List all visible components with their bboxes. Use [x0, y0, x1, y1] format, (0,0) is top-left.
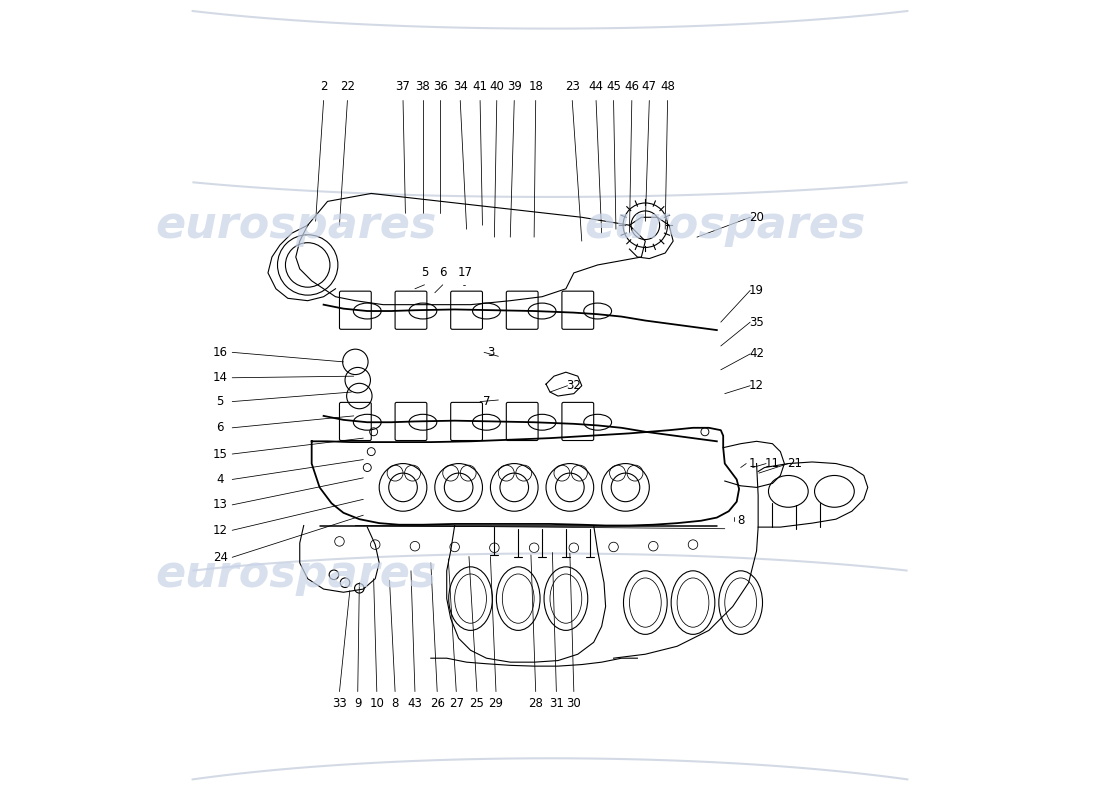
- Circle shape: [608, 542, 618, 552]
- Text: 27: 27: [449, 697, 464, 710]
- Circle shape: [490, 543, 499, 553]
- Text: 30: 30: [566, 697, 581, 710]
- Text: 39: 39: [507, 80, 521, 93]
- Text: 5: 5: [217, 395, 224, 408]
- Text: 13: 13: [213, 498, 228, 511]
- Text: 17: 17: [458, 266, 473, 279]
- Text: 43: 43: [407, 697, 422, 710]
- Text: 6: 6: [439, 266, 447, 279]
- Text: 36: 36: [433, 80, 448, 93]
- Text: 5: 5: [421, 266, 428, 279]
- Text: 38: 38: [416, 80, 430, 93]
- Text: 3: 3: [486, 346, 494, 359]
- Text: 45: 45: [606, 80, 621, 93]
- Text: eurospares: eurospares: [584, 204, 866, 246]
- Text: 12: 12: [212, 524, 228, 537]
- Text: 8: 8: [737, 514, 745, 527]
- Text: 48: 48: [660, 80, 675, 93]
- Circle shape: [689, 540, 697, 550]
- Text: 34: 34: [453, 80, 468, 93]
- Text: 12: 12: [749, 379, 764, 392]
- Circle shape: [410, 542, 420, 551]
- Text: 14: 14: [212, 371, 228, 384]
- Text: 1: 1: [749, 457, 757, 470]
- Circle shape: [371, 540, 380, 550]
- Text: 2: 2: [320, 80, 328, 93]
- Text: 11: 11: [764, 457, 780, 470]
- Text: 20: 20: [749, 210, 764, 224]
- Text: 41: 41: [473, 80, 487, 93]
- Text: 16: 16: [212, 346, 228, 359]
- Text: 29: 29: [488, 697, 504, 710]
- Circle shape: [334, 537, 344, 546]
- Text: 4: 4: [217, 473, 224, 486]
- Text: 24: 24: [212, 550, 228, 564]
- Text: 42: 42: [749, 347, 764, 361]
- Text: 23: 23: [564, 80, 580, 93]
- Text: 35: 35: [749, 316, 763, 329]
- Text: 44: 44: [588, 80, 604, 93]
- Text: eurospares: eurospares: [155, 554, 437, 596]
- Text: 28: 28: [528, 697, 543, 710]
- Text: 15: 15: [213, 447, 228, 461]
- Text: 8: 8: [392, 697, 399, 710]
- Text: 37: 37: [396, 80, 410, 93]
- Text: 9: 9: [354, 697, 362, 710]
- Text: 19: 19: [749, 284, 764, 297]
- Circle shape: [450, 542, 460, 552]
- Text: 47: 47: [641, 80, 657, 93]
- Text: 32: 32: [566, 379, 581, 392]
- Text: 33: 33: [332, 697, 346, 710]
- Text: 18: 18: [528, 80, 543, 93]
- Text: 25: 25: [470, 697, 484, 710]
- Text: 10: 10: [370, 697, 384, 710]
- Circle shape: [529, 543, 539, 553]
- Text: 26: 26: [430, 697, 444, 710]
- Text: 40: 40: [490, 80, 504, 93]
- Text: 21: 21: [788, 457, 802, 470]
- Text: 22: 22: [340, 80, 355, 93]
- Text: eurospares: eurospares: [155, 204, 437, 246]
- Circle shape: [649, 542, 658, 551]
- Text: 7: 7: [483, 395, 491, 408]
- Circle shape: [569, 543, 579, 553]
- Text: 6: 6: [217, 422, 224, 434]
- Text: 31: 31: [549, 697, 564, 710]
- Text: 46: 46: [625, 80, 639, 93]
